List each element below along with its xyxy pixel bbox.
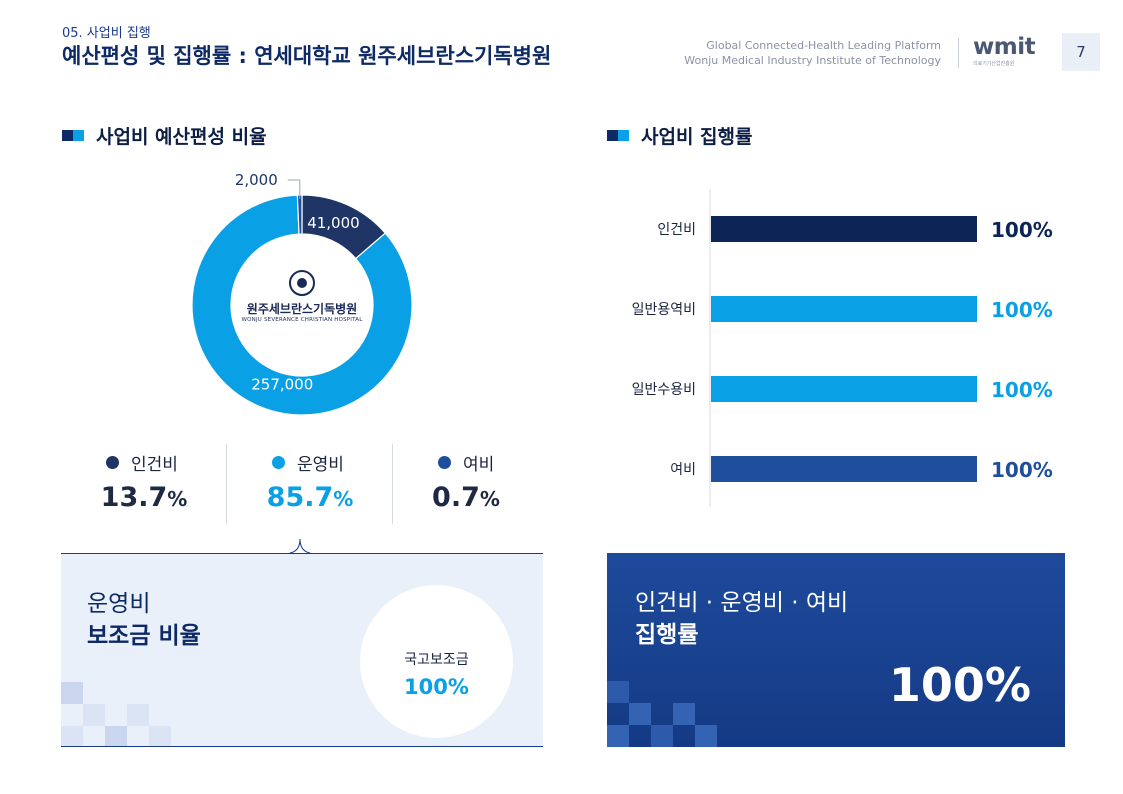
subsidy-circle-value: 100% (404, 675, 469, 699)
execution-title-line2: 집행률 (635, 622, 699, 648)
legend-separator-2 (392, 444, 393, 524)
platform-tagline: Global Connected-Health Leading Platform… (684, 38, 941, 68)
deco-pixel (149, 726, 171, 746)
hospital-name-kr: 원주세브란스기독병원 (246, 302, 358, 316)
execution-rate-value: 100% (888, 658, 1031, 712)
wmit-logo: wmit 의료기기산업진흥원 (973, 34, 1049, 68)
legend-separator-1 (226, 444, 227, 524)
pct-value-travel: 0.7 (432, 482, 480, 513)
page-title: 예산편성 및 집행률 : 연세대학교 원주세브란스기독병원 (62, 44, 552, 68)
bar-value-label: 100% (991, 218, 1053, 242)
pct-value-operating: 85.7 (266, 482, 334, 513)
deco-pixel (673, 703, 695, 725)
heading-square-dark (62, 130, 73, 141)
bar-2 (711, 376, 977, 402)
bar-category-label: 인건비 (657, 222, 696, 238)
budget-donut-chart (191, 194, 413, 416)
subsidy-title-line1: 운영비 (87, 591, 151, 617)
execution-bar-chart: 인건비 100% 일반용역비 100% 일반수용비 100% 여비 100% (632, 189, 1053, 507)
subsidy-ratio-box: 운영비 보조금 비율 국고보조금 100% (61, 553, 543, 747)
legend-dot-personnel (106, 456, 119, 469)
logo-text: wmit (973, 34, 1036, 60)
deco-pixel (607, 681, 629, 703)
callout-notch (289, 538, 311, 554)
legend-label-travel: 여비 (463, 455, 495, 475)
deco-pixel (695, 725, 717, 747)
hospital-emblem-block: 원주세브란스기독병원 WONJU SEVERANCE CHRISTIAN HOS… (232, 270, 372, 323)
heading-square-light (618, 130, 629, 141)
legend-operating: 운영비 (272, 450, 344, 475)
legend-label-personnel: 인건비 (131, 455, 178, 475)
hospital-emblem-icon (289, 270, 315, 296)
heading-square-dark (607, 130, 618, 141)
bar-value-label: 100% (991, 378, 1053, 402)
legend-pct-operating: 85.7% (240, 482, 380, 513)
legend-pct-personnel: 13.7% (74, 482, 214, 513)
bar-value-label: 100% (991, 298, 1053, 322)
heading-square-light (73, 130, 84, 141)
platform-line-1: Global Connected-Health Leading Platform (706, 39, 941, 52)
bar-category-label: 일반수용비 (632, 382, 696, 398)
subsidy-circle: 국고보조금 100% (360, 585, 513, 738)
legend-personnel: 인건비 (106, 450, 178, 475)
pct-sign-personnel: % (167, 487, 188, 511)
legend-dot-travel (438, 456, 451, 469)
deco-pixel (629, 703, 651, 725)
pct-value-personnel: 13.7 (100, 482, 168, 513)
deco-pixel (651, 725, 673, 747)
section-label: 05. 사업비 집행 (62, 26, 151, 41)
deco-pixel (61, 682, 83, 704)
budget-ratio-heading: 사업비 예산편성 비율 (62, 122, 267, 149)
bar-3 (711, 456, 977, 482)
hospital-name-en: WONJU SEVERANCE CHRISTIAN HOSPITAL (241, 317, 363, 323)
header-divider (958, 38, 959, 68)
platform-line-2: Wonju Medical Industry Institute of Tech… (684, 54, 941, 67)
execution-rate-box: 인건비 · 운영비 · 여비 집행률 100% (607, 553, 1065, 747)
donut-slice-1 (191, 194, 413, 416)
bar-value-label: 100% (991, 458, 1053, 482)
execution-rate-heading-text: 사업비 집행률 (641, 126, 753, 148)
legend-pct-travel: 0.7% (396, 482, 536, 513)
bar-category-label: 일반용역비 (632, 302, 696, 318)
legend-travel: 여비 (438, 450, 494, 475)
execution-rate-heading: 사업비 집행률 (607, 122, 753, 149)
execution-title-line1: 인건비 · 운영비 · 여비 (635, 590, 849, 616)
logo-subtext: 의료기기산업진흥원 (973, 61, 1015, 67)
bar-category-label: 여비 (670, 462, 696, 478)
pct-sign-travel: % (479, 487, 500, 511)
legend-dot-operating (272, 456, 285, 469)
legend-label-operating: 운영비 (297, 455, 344, 475)
deco-pixel (61, 726, 83, 746)
budget-ratio-heading-text: 사업비 예산편성 비율 (96, 126, 267, 148)
deco-pixel (127, 704, 149, 726)
subsidy-circle-label: 국고보조금 (404, 652, 469, 668)
deco-pixel (105, 726, 127, 746)
pct-sign-operating: % (333, 487, 354, 511)
deco-pixel (607, 725, 629, 747)
subsidy-title-line2: 보조금 비율 (87, 623, 201, 649)
page-number: 7 (1062, 33, 1100, 71)
bar-0 (711, 216, 977, 242)
bar-1 (711, 296, 977, 322)
donut-value-label: 2,000 (235, 171, 278, 189)
deco-pixel (83, 704, 105, 726)
